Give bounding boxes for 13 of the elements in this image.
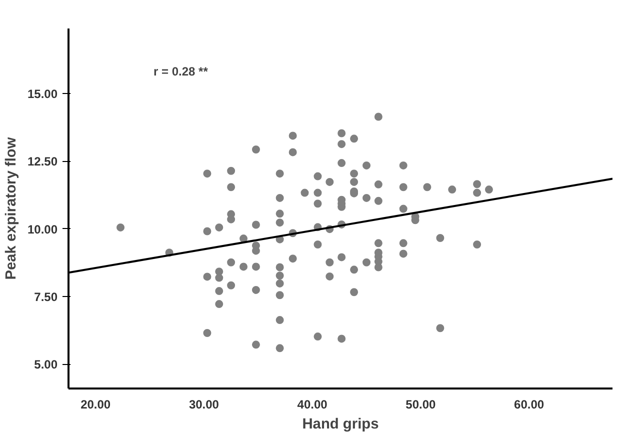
y-tick-label: 10.00 <box>27 222 58 236</box>
y-tick-label: 12.50 <box>27 154 58 169</box>
x-axis-title: Hand grips <box>302 416 379 432</box>
x-tick-label: 50.00 <box>406 398 436 412</box>
y-tick-label: 15.00 <box>27 86 58 101</box>
y-tick-label: 7.50 <box>34 290 58 304</box>
x-tick-label: 30.00 <box>188 398 220 412</box>
x-tick-label: 20.00 <box>80 398 111 412</box>
y-tick-label: 5.00 <box>34 358 58 372</box>
x-tick-label: 60.00 <box>514 398 544 412</box>
annotation: r = 0.28 ** <box>154 64 208 78</box>
y-axis-title: Peak expiratory flow <box>3 136 20 280</box>
x-tick-label: 40.00 <box>297 398 328 412</box>
